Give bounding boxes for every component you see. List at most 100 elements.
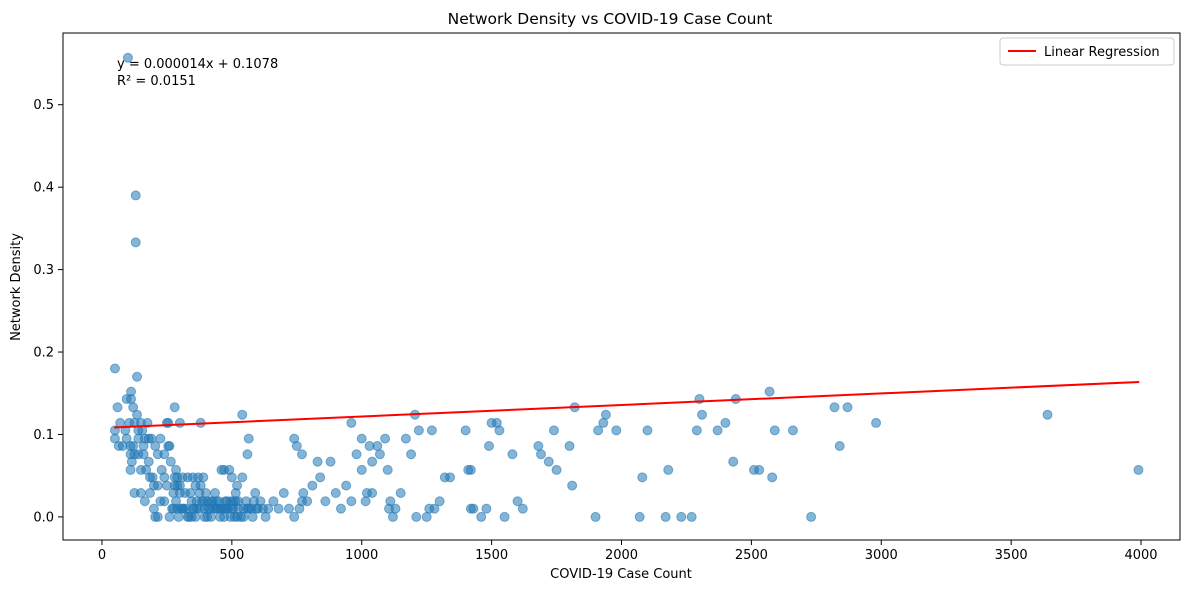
scatter-point bbox=[434, 496, 445, 507]
scatter-point bbox=[122, 52, 133, 63]
scatter-point bbox=[132, 371, 143, 382]
scatter-point bbox=[152, 480, 163, 491]
x-tick-label: 3500 bbox=[995, 548, 1028, 563]
scatter-point bbox=[1133, 464, 1144, 475]
scatter-point bbox=[567, 480, 578, 491]
scatter-point bbox=[130, 190, 141, 201]
scatter-point bbox=[164, 511, 175, 522]
scatter-point bbox=[533, 441, 544, 452]
scatter-point bbox=[159, 449, 170, 460]
scatter-point bbox=[289, 511, 300, 522]
scatter-point bbox=[252, 503, 263, 514]
scatter-point bbox=[230, 488, 241, 499]
regression-layer bbox=[114, 380, 1140, 429]
scatter-point bbox=[307, 480, 318, 491]
scatter-point bbox=[429, 503, 440, 514]
scatter-point bbox=[247, 511, 258, 522]
scatter-point bbox=[260, 511, 271, 522]
scatter-point bbox=[767, 472, 778, 483]
scatter-point bbox=[494, 425, 505, 436]
scatter-point bbox=[829, 402, 840, 413]
scatter-point bbox=[341, 480, 352, 491]
legend: Linear Regression bbox=[999, 37, 1175, 66]
scatter-point bbox=[445, 472, 456, 483]
x-tick-label: 2000 bbox=[605, 548, 638, 563]
x-tick-label: 1500 bbox=[475, 548, 508, 563]
scatter-point bbox=[764, 386, 775, 397]
legend-label: Linear Regression bbox=[1044, 45, 1160, 60]
scatter-point bbox=[356, 464, 367, 475]
scatter-point bbox=[155, 433, 166, 444]
scatter-point bbox=[238, 511, 249, 522]
scatter-point bbox=[233, 496, 244, 507]
scatter-point bbox=[395, 488, 406, 499]
scatter-point bbox=[177, 503, 188, 514]
x-tick-label: 0 bbox=[98, 548, 106, 563]
scatter-point bbox=[663, 464, 674, 475]
scatter-point bbox=[147, 472, 158, 483]
scatter-point bbox=[842, 402, 853, 413]
x-ticks: 0 500 1000 1500 2000 2500 3000 3500 4000 bbox=[98, 540, 1158, 563]
scatter-point bbox=[372, 441, 383, 452]
scatter-point bbox=[152, 511, 163, 522]
scatter-point bbox=[135, 488, 146, 499]
scatter-point bbox=[691, 425, 702, 436]
scatter-point bbox=[346, 496, 357, 507]
scatter-point bbox=[413, 425, 424, 436]
scatter-point bbox=[676, 511, 687, 522]
y-tick-label: 0.0 bbox=[33, 510, 54, 525]
scatter-point bbox=[384, 503, 395, 514]
scatter-point bbox=[202, 496, 213, 507]
scatter-point bbox=[109, 363, 120, 374]
scatter-point bbox=[356, 433, 367, 444]
scatter-point bbox=[273, 503, 284, 514]
scatter-point bbox=[283, 503, 294, 514]
chart-title: Network Density vs COVID-19 Case Count bbox=[448, 10, 773, 28]
scatter-point bbox=[145, 488, 156, 499]
scatter-point bbox=[374, 449, 385, 460]
scatter-point bbox=[242, 449, 253, 460]
scatter-point bbox=[611, 425, 622, 436]
scatter-point bbox=[268, 496, 279, 507]
scatter-point bbox=[159, 496, 170, 507]
scatter-point bbox=[278, 488, 289, 499]
scatter-point bbox=[315, 472, 326, 483]
scatter-point bbox=[165, 456, 176, 467]
scatter-point bbox=[712, 425, 723, 436]
scatter-point bbox=[296, 449, 307, 460]
scatter-point bbox=[325, 456, 336, 467]
scatter-point bbox=[367, 488, 378, 499]
scatter-point bbox=[806, 511, 817, 522]
x-tick-label: 4000 bbox=[1124, 548, 1157, 563]
scatter-point bbox=[400, 433, 411, 444]
scatter-point bbox=[476, 511, 487, 522]
y-axis-label: Network Density bbox=[9, 233, 24, 341]
scatter-point bbox=[637, 472, 648, 483]
scatter-point bbox=[242, 503, 253, 514]
scatter-point bbox=[159, 472, 170, 483]
scatter-point bbox=[112, 402, 123, 413]
legend-box bbox=[999, 37, 1175, 66]
scatter-point bbox=[130, 237, 141, 248]
y-ticks: 0.0 0.1 0.2 0.3 0.4 0.5 bbox=[33, 98, 63, 525]
scatter-point bbox=[460, 425, 471, 436]
scatter-point bbox=[382, 464, 393, 475]
scatter-point bbox=[787, 425, 798, 436]
scatter-point bbox=[551, 464, 562, 475]
scatter-point bbox=[143, 456, 154, 467]
regression-line bbox=[114, 380, 1140, 429]
scatter-point bbox=[195, 480, 206, 491]
scatter-point bbox=[291, 441, 302, 452]
scatter-point bbox=[360, 496, 371, 507]
scatter-point bbox=[660, 511, 671, 522]
scatter-point bbox=[484, 441, 495, 452]
scatter-point bbox=[139, 496, 150, 507]
scatter-point bbox=[590, 511, 601, 522]
scatter-point bbox=[198, 472, 209, 483]
scatter-point bbox=[148, 503, 159, 514]
scatter-point bbox=[335, 503, 346, 514]
scatter-point bbox=[593, 425, 604, 436]
y-tick-label: 0.2 bbox=[33, 346, 54, 361]
